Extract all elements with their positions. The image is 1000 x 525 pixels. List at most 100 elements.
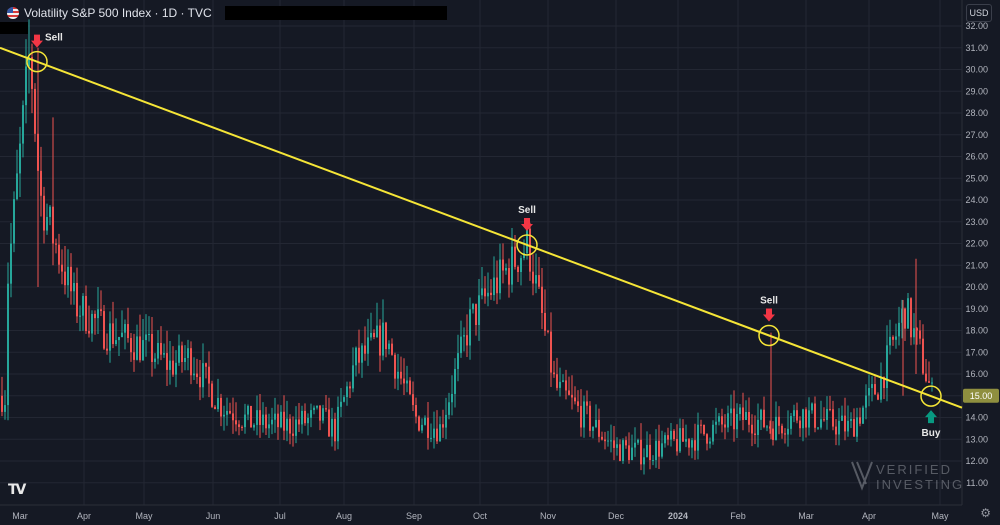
candle-body xyxy=(154,358,156,362)
candle-body xyxy=(682,428,684,442)
candle-body xyxy=(922,338,924,374)
candle-body xyxy=(604,439,606,442)
candle-body xyxy=(646,444,648,458)
grid xyxy=(0,0,962,505)
candle-body xyxy=(625,440,627,446)
watermark-line1: VERIFIED xyxy=(876,462,952,477)
candle-body xyxy=(856,417,858,437)
candle-body xyxy=(175,362,177,375)
candle-body xyxy=(223,414,225,417)
candle-body xyxy=(238,424,240,427)
candle-body xyxy=(286,418,288,431)
currency-button[interactable]: USD xyxy=(966,4,992,22)
candle-body xyxy=(115,340,117,345)
candle-body xyxy=(106,348,108,351)
x-tick-label: Sep xyxy=(406,511,422,521)
candle-body xyxy=(694,440,696,451)
candle-body xyxy=(742,407,744,420)
candle-body xyxy=(514,246,516,267)
candle-body xyxy=(889,336,891,346)
candle-body xyxy=(247,405,249,415)
candle-body xyxy=(691,440,693,448)
candle-body xyxy=(139,336,141,361)
candle-body xyxy=(253,424,255,428)
candle-body xyxy=(145,334,147,341)
candle-body xyxy=(403,378,405,384)
candle-body xyxy=(214,406,216,410)
candle-body xyxy=(430,437,432,439)
candle-body xyxy=(850,419,852,421)
x-tick-label: Jul xyxy=(274,511,286,521)
candle-body xyxy=(628,445,630,461)
candle-body xyxy=(607,440,609,442)
candle-body xyxy=(754,433,756,435)
candle-body xyxy=(319,405,321,421)
candle-body xyxy=(535,275,537,284)
candle-body xyxy=(724,424,726,428)
candle-body xyxy=(832,409,834,427)
candle-body xyxy=(340,401,342,407)
candle-body xyxy=(91,313,93,334)
candle-body xyxy=(463,335,465,337)
y-tick-label: 14.00 xyxy=(965,413,988,423)
candle-body xyxy=(904,308,906,329)
candle-body xyxy=(229,410,231,414)
trendline xyxy=(0,46,963,409)
candle-body xyxy=(451,393,453,403)
x-tick-label: Apr xyxy=(862,511,876,521)
candle-body xyxy=(466,335,468,346)
candle-body xyxy=(418,416,420,431)
candle-body xyxy=(808,410,810,428)
candle-body xyxy=(337,406,339,442)
candle-body xyxy=(823,419,825,421)
candle-body xyxy=(172,360,174,375)
candle-body xyxy=(148,333,150,335)
gear-icon[interactable]: ⚙ xyxy=(980,506,991,520)
candle-body xyxy=(439,424,441,442)
candle-body xyxy=(232,413,234,421)
candle-body xyxy=(676,438,678,452)
candle-body xyxy=(31,57,33,89)
candle-body xyxy=(376,325,378,338)
candle-body xyxy=(55,243,57,245)
candle-body xyxy=(721,416,723,425)
candle-body xyxy=(352,365,354,389)
x-tick-label: Nov xyxy=(540,511,557,521)
candle-body xyxy=(73,282,75,292)
y-tick-label: 28.00 xyxy=(965,108,988,118)
candle-body xyxy=(436,428,438,442)
candle-body xyxy=(151,333,153,362)
candle-body xyxy=(580,405,582,428)
x-tick-label: Aug xyxy=(336,511,352,521)
candle-body xyxy=(853,419,855,437)
candle-body xyxy=(748,412,750,425)
candle-body xyxy=(520,258,522,273)
candle-body xyxy=(583,401,585,428)
candle-body xyxy=(130,338,132,353)
candle-body xyxy=(679,428,681,452)
candle-body xyxy=(841,415,843,421)
candle-body xyxy=(88,331,90,334)
candle-body xyxy=(412,394,414,406)
candle-body xyxy=(631,447,633,461)
candle-body xyxy=(85,296,87,332)
candle-body xyxy=(46,216,48,231)
candle-body xyxy=(169,360,171,370)
candle-body xyxy=(328,409,330,437)
candle-body xyxy=(685,439,687,442)
last-price-badge xyxy=(963,388,999,403)
y-tick-label: 25.00 xyxy=(965,173,988,183)
y-tick-label: 31.00 xyxy=(965,43,988,53)
candle-body xyxy=(244,414,246,428)
candle-body xyxy=(193,373,195,376)
candle-body xyxy=(163,353,165,355)
candle-body xyxy=(745,412,747,420)
candle-body xyxy=(772,428,774,440)
candle-body xyxy=(826,408,828,420)
candle-body xyxy=(898,322,900,337)
sell-label: Sell xyxy=(518,205,536,216)
candle-body xyxy=(10,243,12,284)
candle-body xyxy=(757,419,759,435)
candle-body xyxy=(292,433,294,436)
